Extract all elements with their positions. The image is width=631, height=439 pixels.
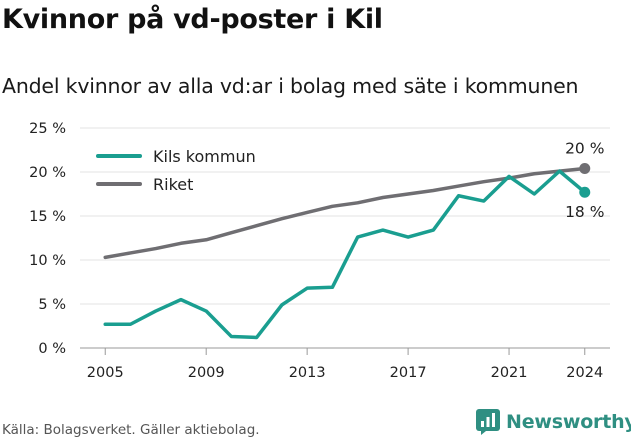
y-axis: 0 % 5 % 10 % 15 % 20 % 25 % bbox=[29, 121, 66, 357]
chart-title: Kvinnor på vd-poster i Kil bbox=[2, 4, 383, 35]
line-chart: 0 %5 %10 %15 %20 %25 % 2005 2009 2013 2017 2… bbox=[29, 121, 610, 381]
brand-name: Newsworthy bbox=[506, 411, 631, 433]
x-tick-label: 2013 bbox=[289, 365, 326, 381]
end-value-label: 18 % bbox=[565, 203, 604, 221]
legend: Kils kommun Riket bbox=[96, 147, 256, 194]
legend-label: Kils kommun bbox=[153, 147, 256, 166]
source-note: Källa: Bolagsverket. Gäller aktiebolag. bbox=[2, 422, 260, 438]
newsworthy-logo-icon bbox=[476, 409, 500, 435]
y-tick-label: 20 % bbox=[29, 165, 66, 181]
brand-logo: Newsworthy bbox=[476, 408, 631, 436]
series-line-kils-kommun bbox=[103, 169, 587, 340]
chart-subtitle: Andel kvinnor av alla vd:ar i bolag med … bbox=[2, 74, 579, 98]
series-lines bbox=[103, 166, 587, 340]
end-marker bbox=[579, 162, 591, 174]
x-tick-label: 2005 bbox=[87, 365, 124, 381]
y-tick-label: 15 % bbox=[29, 209, 66, 225]
x-axis: 2005 2009 2013 2017 2021 2024 bbox=[87, 348, 603, 381]
x-tick-label: 2017 bbox=[390, 365, 427, 381]
x-tick-label: 2009 bbox=[188, 365, 225, 381]
x-tick-label: 2024 bbox=[566, 365, 603, 381]
y-tick-label: 5 % bbox=[38, 297, 66, 313]
end-markers: 18 % 20 % bbox=[565, 139, 604, 221]
y-tick-label: 10 % bbox=[29, 253, 66, 269]
y-tick-label: 0 % bbox=[38, 341, 66, 357]
x-tick-label: 2021 bbox=[491, 365, 528, 381]
end-value-label: 20 % bbox=[565, 139, 604, 157]
y-tick-label: 25 % bbox=[29, 121, 66, 137]
end-marker bbox=[579, 186, 591, 198]
legend-label: Riket bbox=[153, 175, 193, 194]
